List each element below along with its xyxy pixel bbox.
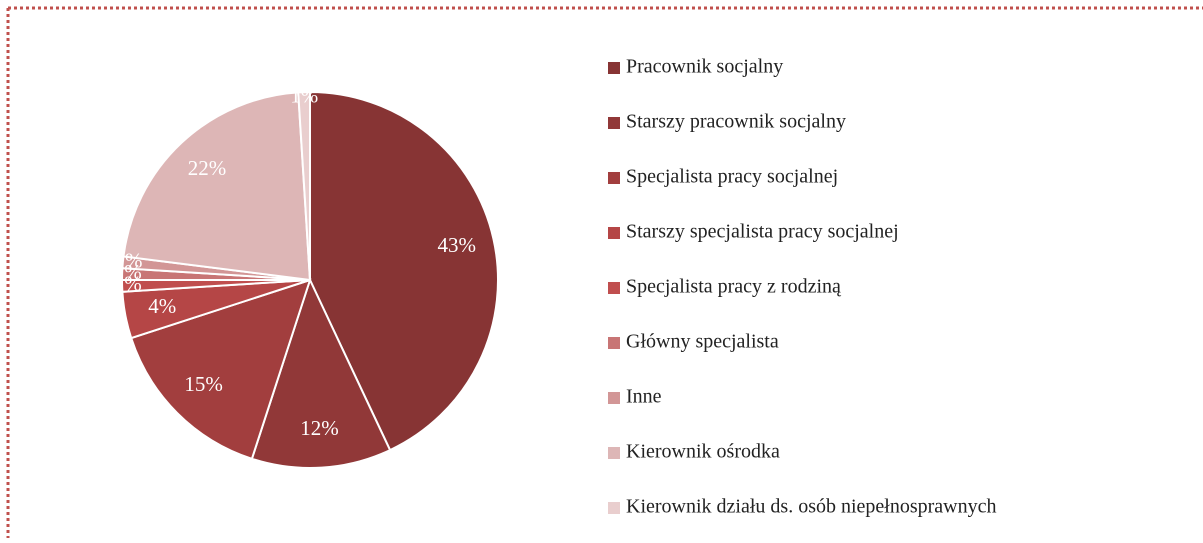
data-label: 1% (114, 260, 142, 284)
legend-label: Inne (626, 386, 662, 408)
data-label: 22% (188, 156, 227, 180)
legend-swatch (608, 447, 620, 459)
legend-swatch (608, 282, 620, 294)
legend-swatch (608, 502, 620, 514)
data-label: 1% (290, 84, 318, 108)
legend-swatch (608, 117, 620, 129)
pie-slice (309, 90, 499, 452)
data-label: 1% (114, 272, 142, 296)
pie-slice (250, 277, 392, 469)
pie-slice (297, 90, 311, 281)
pie-slice (129, 278, 312, 461)
legend-swatch (608, 172, 620, 184)
legend-label: Specjalista pracy socjalnej (626, 166, 838, 188)
legend-label: Pracownik socjalny (626, 56, 783, 78)
legend-label: Kierownik ośrodka (626, 441, 780, 463)
legend-label: Starszy pracownik socjalny (626, 111, 846, 133)
data-label: 12% (300, 416, 339, 440)
legend-swatch (608, 392, 620, 404)
legend-swatch (608, 62, 620, 74)
legend-label: Główny specjalista (626, 331, 779, 353)
data-label: 15% (184, 372, 223, 396)
data-label: 4% (148, 294, 176, 318)
legend-label: Kierownik działu ds. osób niepełnosprawn… (626, 496, 996, 518)
legend-swatch (608, 227, 620, 239)
legend-label: Starszy specjalista pracy socjalnej (626, 221, 899, 243)
legend-label: Specjalista pracy z rodziną (626, 276, 842, 298)
pie-slice (122, 91, 312, 282)
data-label: 43% (438, 233, 477, 257)
legend-swatch (608, 337, 620, 349)
data-label: 1% (114, 249, 142, 273)
